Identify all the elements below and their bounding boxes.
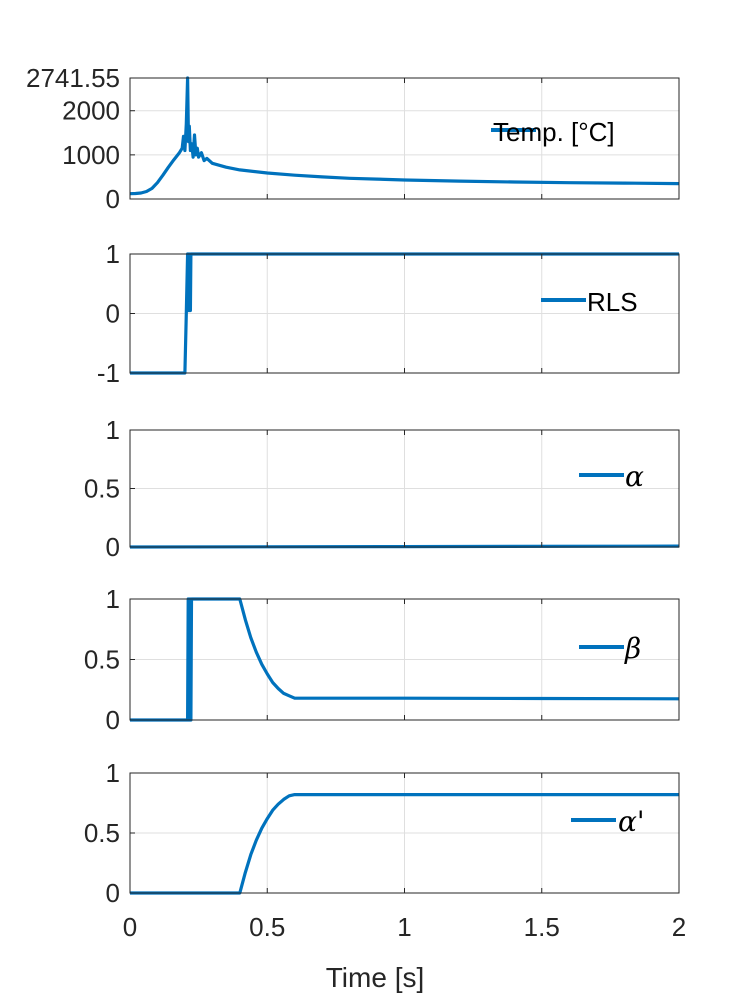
subplot-4: 0 0.5 1 β	[84, 584, 680, 735]
x-tick-label: 1	[397, 912, 411, 942]
y-tick-label: 1	[106, 239, 120, 269]
legend-label: β	[624, 632, 641, 665]
subplot-2: -1 0 1 RLS	[97, 239, 680, 388]
x-tick-label: 0.5	[249, 912, 285, 942]
y-tick-label: -1	[97, 358, 120, 388]
y-tick-label: 0.5	[84, 818, 120, 848]
series-line	[130, 792, 679, 895]
x-tick-label: 2	[672, 912, 686, 942]
y-tick-label: 0.5	[84, 645, 120, 675]
y-tick-label: 0	[106, 299, 120, 329]
y-tick-label: 2741.55	[26, 63, 120, 93]
y-tick-label: 1	[106, 584, 120, 614]
legend-label: α	[625, 460, 644, 493]
series-line	[129, 76, 680, 196]
x-tick-label: 0	[123, 912, 137, 942]
legend-label: RLS	[587, 287, 638, 317]
y-tick-label: 0	[106, 532, 120, 562]
y-tick-label: 1	[106, 415, 120, 445]
x-axis-label: Time [s]	[326, 962, 425, 993]
y-tick-label: 0	[106, 705, 120, 735]
y-tick-label: 1	[106, 758, 120, 788]
legend-label: Temp. [°C]	[493, 117, 615, 147]
x-tick-label: 1.5	[524, 912, 560, 942]
y-tick-label: 2000	[62, 96, 120, 126]
legend-label: α'	[618, 805, 645, 838]
series-line	[130, 597, 680, 722]
y-tick-label: 0.5	[84, 474, 120, 504]
y-tick-label: 0	[106, 878, 120, 908]
y-tick-label: 1000	[62, 140, 120, 170]
subplot-5: 0 0.5 1 0 0.5 1 1.5 2 α'	[84, 758, 686, 942]
y-tick-label: 0	[106, 184, 120, 214]
subplot-3: 0 0.5 1 α	[84, 415, 680, 562]
